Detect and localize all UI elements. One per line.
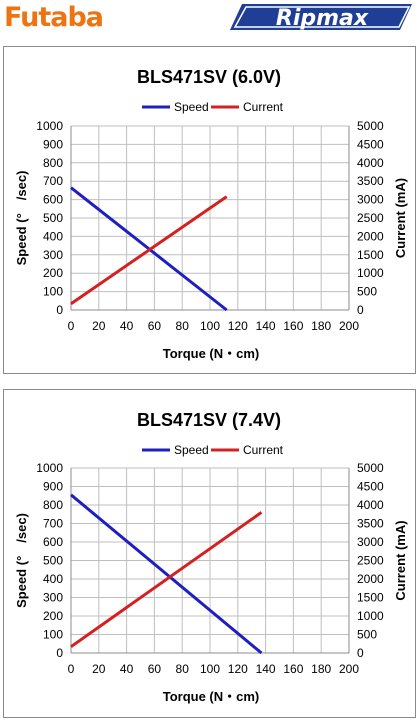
y-tick-label: 400 <box>43 572 63 586</box>
x-tick-label: 160 <box>283 319 303 333</box>
x-tick-label: 120 <box>228 662 248 676</box>
x-tick-label: 80 <box>176 662 190 676</box>
x-tick-label: 60 <box>148 662 162 676</box>
y2-axis-label: Current (mA) <box>393 178 408 258</box>
x-tick-label: 140 <box>256 662 276 676</box>
y-tick-label: 600 <box>43 535 63 549</box>
x-tick-label: 60 <box>148 319 162 333</box>
y2-tick-label: 3000 <box>357 535 384 549</box>
y-tick-label: 1000 <box>36 119 63 133</box>
series-line-current <box>70 195 228 305</box>
y2-tick-label: 0 <box>357 303 364 317</box>
y2-tick-label: 3500 <box>357 517 384 531</box>
x-tick-label: 0 <box>68 319 75 333</box>
y2-tick-label: 4000 <box>357 156 384 170</box>
ripmax-logo-text: Ripmax <box>276 6 369 31</box>
y-tick-label: 200 <box>43 609 63 623</box>
y-tick-label: 700 <box>43 174 63 188</box>
x-tick-label: 20 <box>92 319 106 333</box>
y2-tick-label: 1000 <box>357 609 384 623</box>
legend-label-speed: Speed <box>174 100 209 114</box>
x-tick-label: 40 <box>120 662 134 676</box>
chart-2: BLS471SV (7.4V)Speed Current0100200300400… <box>14 410 408 704</box>
y2-axis-label: Current (mA) <box>393 520 408 600</box>
legend-label-speed: Speed <box>174 443 209 457</box>
y-tick-label: 700 <box>43 517 63 531</box>
series-line-current <box>70 511 263 648</box>
y2-tick-label: 2500 <box>357 211 384 225</box>
y2-tick-label: 4000 <box>357 498 384 512</box>
y2-tick-label: 2500 <box>357 554 384 568</box>
x-tick-label: 160 <box>283 662 303 676</box>
series-line-speed <box>70 493 263 655</box>
y2-tick-label: 4500 <box>357 137 384 151</box>
x-tick-label: 120 <box>228 319 248 333</box>
chart-title: BLS471SV (7.4V) <box>137 410 281 430</box>
y2-tick-label: 5000 <box>357 119 384 133</box>
chart-panel-1: BLS471SV (6.0V) Speed Current 0 100 200 300 400… <box>3 46 416 374</box>
x-tick-label: 100 <box>200 319 220 333</box>
y2-tick-label: 500 <box>357 628 377 642</box>
y-tick-label: 900 <box>43 480 63 494</box>
y-tick-label: 300 <box>43 591 63 605</box>
y2-tick-label: 3000 <box>357 193 384 207</box>
y-axis-label: Speed (° /sec) <box>14 171 29 266</box>
y-tick-label: 400 <box>43 229 63 243</box>
x-axis-label: Torque (N・cm) <box>163 346 260 361</box>
y2-tick-label: 1500 <box>357 248 384 262</box>
y2-tick-label: 500 <box>357 285 377 299</box>
y-tick-label: 100 <box>43 628 63 642</box>
y2-tick-label: 3500 <box>357 174 384 188</box>
x-tick-label: 200 <box>339 319 359 333</box>
y-tick-label: 100 <box>43 285 63 299</box>
y-tick-label: 200 <box>43 266 63 280</box>
ripmax-logo-badge <box>230 4 412 30</box>
y-axis-label: Speed (° /sec) <box>14 513 29 608</box>
x-tick-label: 40 <box>120 319 134 333</box>
x-tick-label: 180 <box>311 662 331 676</box>
y2-tick-label: 1000 <box>357 266 384 280</box>
x-tick-label: 100 <box>200 662 220 676</box>
y-tick-label: 800 <box>43 498 63 512</box>
y2-tick-label: 2000 <box>357 229 384 243</box>
x-tick-label: 140 <box>256 319 276 333</box>
chart-title: BLS471SV (6.0V) <box>137 67 281 87</box>
y2-tick-label: 5000 <box>357 461 384 475</box>
ripmax-logo-outline <box>233 6 411 28</box>
legend-label-current: Current <box>243 100 284 114</box>
x-tick-label: 80 <box>176 319 190 333</box>
y-tick-label: 1000 <box>36 461 63 475</box>
chart-panel-2: BLS471SV (7.4V) Speed Current 0 100 200 300 400… <box>3 389 416 718</box>
y-tick-label: 300 <box>43 248 63 262</box>
y2-tick-label: 4500 <box>357 480 384 494</box>
y-tick-label: 0 <box>56 646 63 660</box>
y-tick-label: 900 <box>43 137 63 151</box>
y2-tick-label: 0 <box>357 646 364 660</box>
y2-tick-label: 1500 <box>357 591 384 605</box>
legend-label-current: Current <box>243 443 284 457</box>
futaba-logo: Futaba <box>4 2 104 33</box>
chart-1: BLS471SV (6.0V)Speed Current0100200300400… <box>14 67 408 361</box>
y-tick-label: 600 <box>43 193 63 207</box>
x-axis-label: Torque (N・cm) <box>163 689 260 704</box>
y-tick-label: 500 <box>43 211 63 225</box>
ripmax-logo: Ripmax <box>230 4 412 31</box>
header: Futaba Ripmax <box>0 0 419 40</box>
x-tick-label: 180 <box>311 319 331 333</box>
y-tick-label: 0 <box>56 303 63 317</box>
x-tick-label: 0 <box>68 662 75 676</box>
x-tick-label: 200 <box>339 662 359 676</box>
y2-tick-label: 2000 <box>357 572 384 586</box>
y-tick-label: 800 <box>43 156 63 170</box>
y-tick-label: 500 <box>43 554 63 568</box>
x-tick-label: 20 <box>92 662 106 676</box>
